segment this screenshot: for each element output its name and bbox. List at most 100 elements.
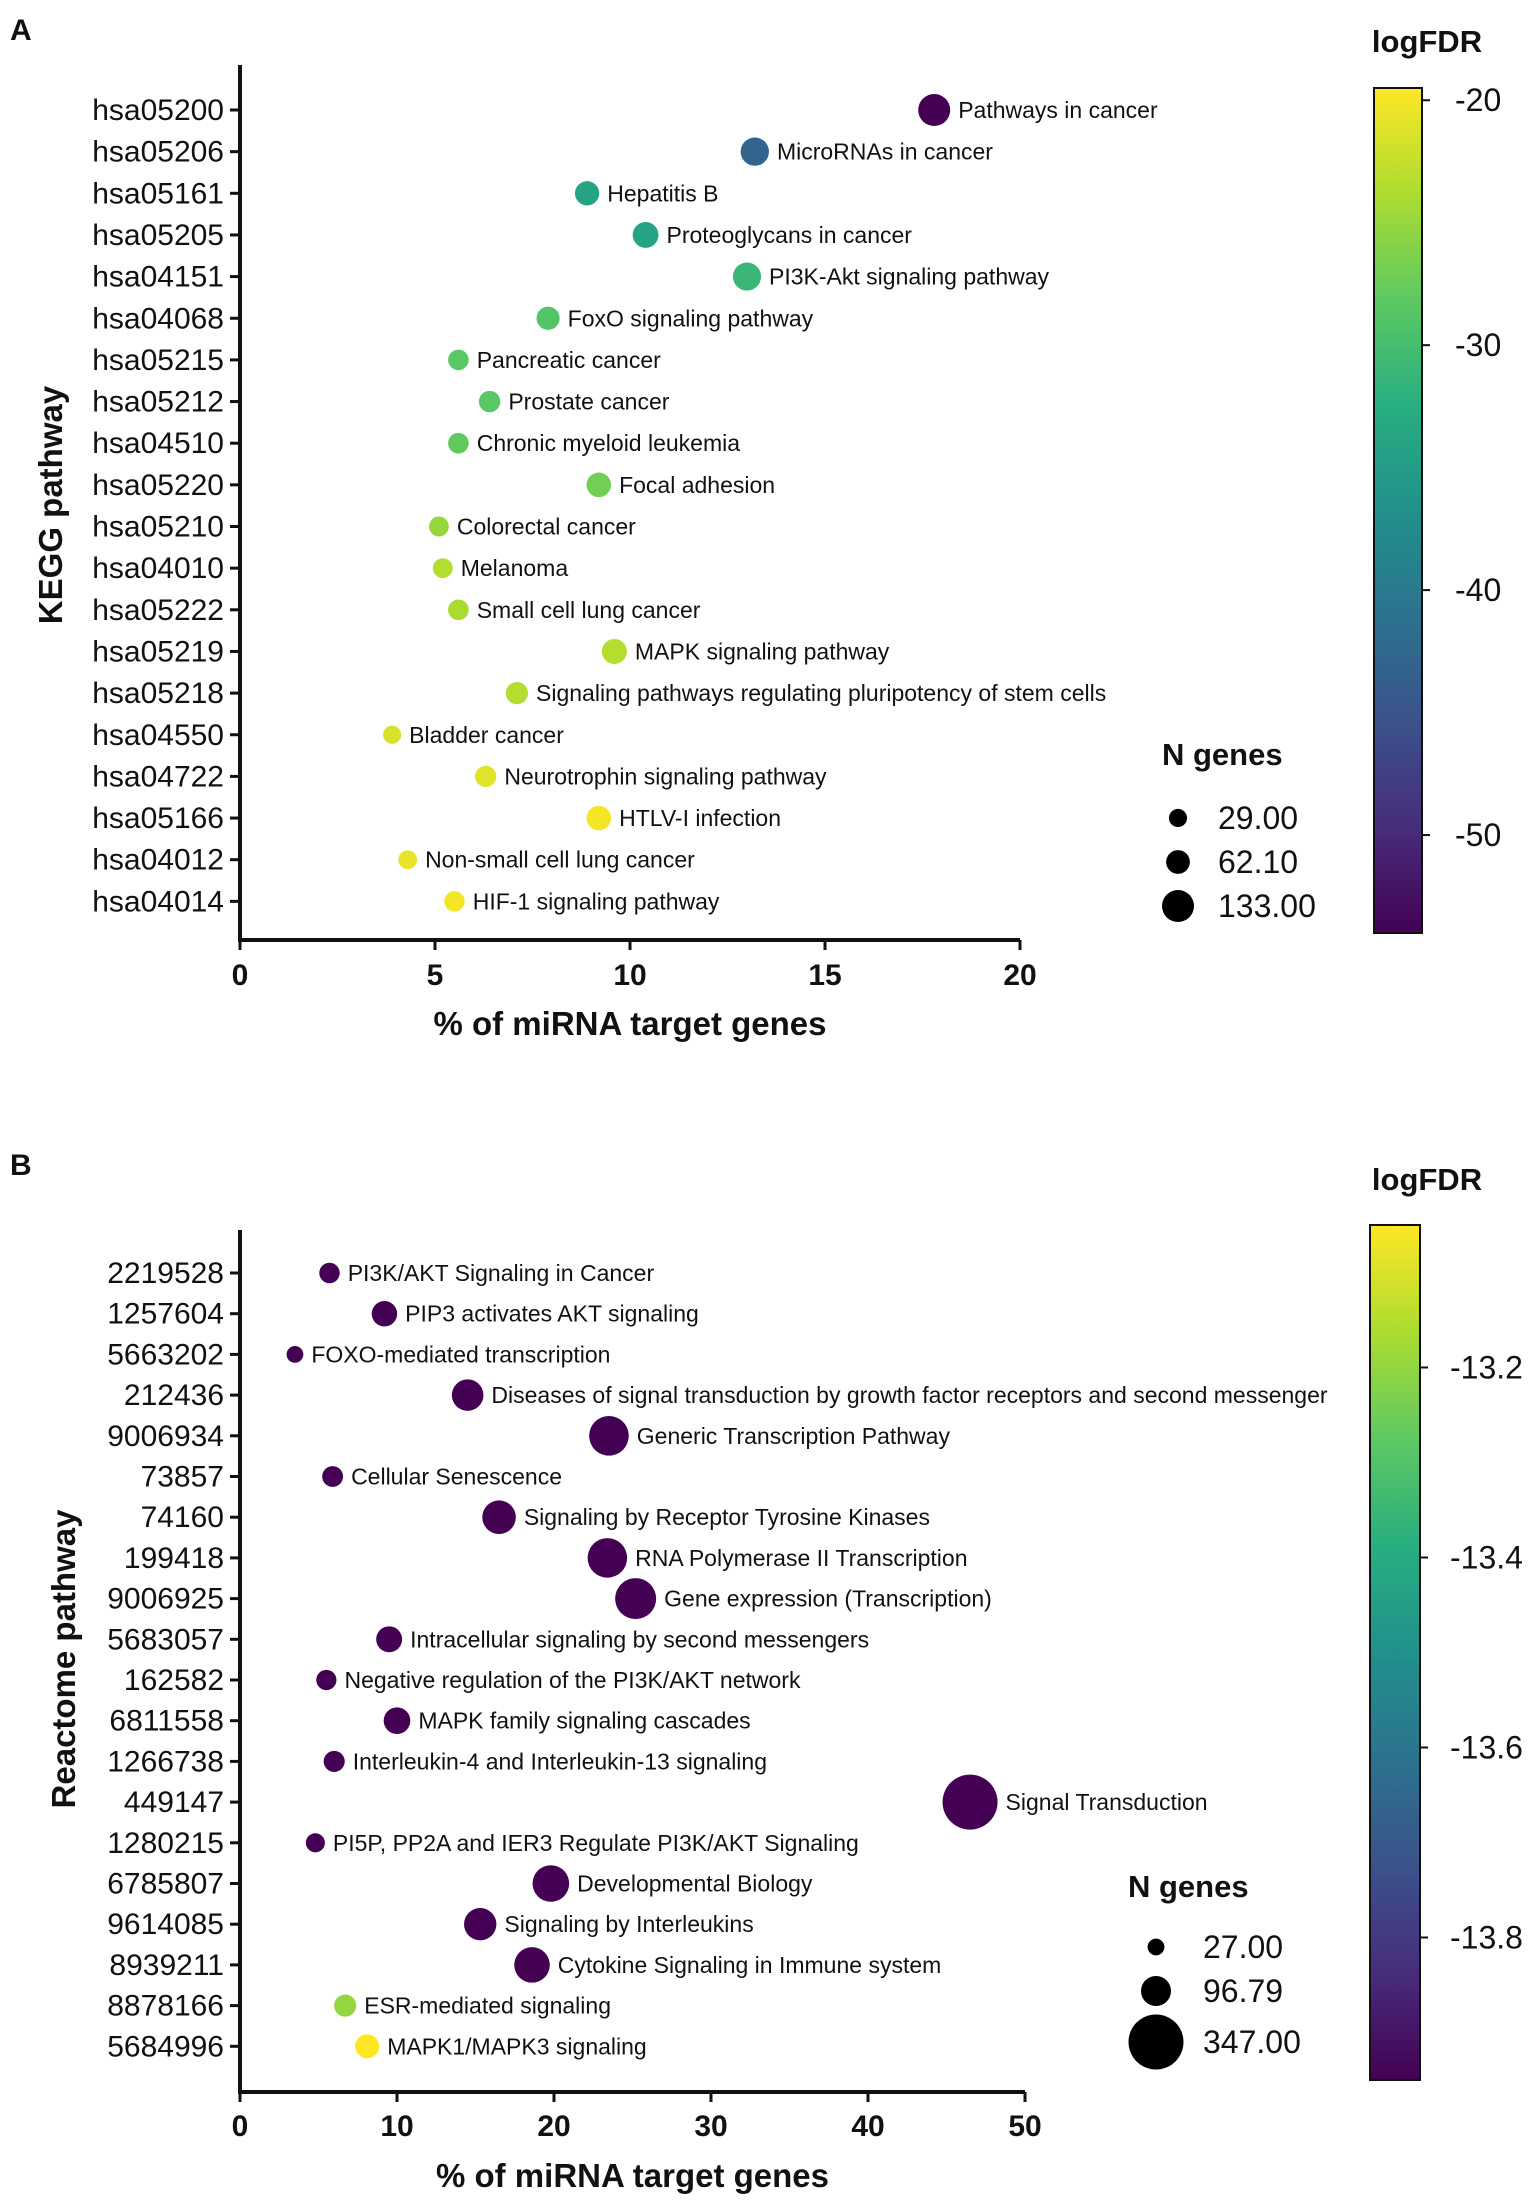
- panel-a-point-label: Melanoma: [461, 555, 569, 581]
- panel-a-colorbar-tick-label: -50: [1455, 817, 1501, 853]
- panel-a-legend-label: 62.10: [1218, 844, 1298, 880]
- panel-b-y-tick-label: 9006925: [107, 1583, 224, 1616]
- panel-b-colorbar-tick-label: -13.6: [1450, 1730, 1523, 1766]
- panel-b-y-tick-label: 5684996: [107, 2030, 224, 2063]
- panel-a-x-tick-label: 0: [232, 959, 249, 992]
- panel-b-point-label: Signaling by Interleukins: [504, 1911, 753, 1937]
- panel-b-colorbar-ticks: -13.2 -13.4 -13.6 -13.8: [1420, 1350, 1523, 1956]
- panel-b-point-73857: [322, 1466, 344, 1487]
- panel-b-legend-dot: [1147, 1938, 1165, 1956]
- panel-b-point-6811558: [383, 1707, 411, 1735]
- panel-a-point-hsa05161: [574, 181, 600, 206]
- panel-a-y-tick-label: hsa05200: [92, 94, 224, 127]
- panel-a-point-label: Proteoglycans in cancer: [666, 222, 912, 248]
- panel-b-colorbar: [1369, 1224, 1421, 2081]
- panel-a-point-label: FoxO signaling pathway: [568, 305, 814, 331]
- panel-b-point-label: ESR-mediated signaling: [364, 1993, 611, 2019]
- panel-b-point-label: MAPK family signaling cascades: [418, 1708, 750, 1734]
- panel-b-legend-label: 347.00: [1203, 2024, 1301, 2060]
- panel-b-colorbar-title: logFDR: [1372, 1162, 1482, 1197]
- panel-b-point-label: Signaling by Receptor Tyrosine Kinases: [524, 1504, 930, 1530]
- panel-a: A hsa05200 hsa05206 hsa05161 hsa05205 hsa041…: [10, 14, 1501, 1042]
- panel-a-y-tick-label: hsa05210: [92, 511, 224, 544]
- panel-a-y-ticks: hsa05200 hsa05206 hsa05161 hsa05205 hsa04151…: [92, 94, 240, 918]
- panel-b-legend-label: 96.79: [1203, 1973, 1283, 2009]
- panel-a-y-tick-label: hsa04510: [92, 427, 224, 460]
- panel-a-point-hsa04014: [444, 891, 465, 912]
- panel-b-point-9006934: [589, 1415, 629, 1456]
- panel-b-size-legend: 27.00 96.79 347.00: [1128, 1929, 1301, 2070]
- panel-b-y-axis-title: Reactome pathway: [45, 1509, 82, 1809]
- panel-a-point-label: Focal adhesion: [619, 472, 775, 498]
- panel-b-point-199418: [587, 1538, 628, 1578]
- panel-a-legend-dot: [1162, 890, 1194, 922]
- panel-b-y-tick-label: 5683057: [107, 1623, 224, 1656]
- panel-a-legend-dot: [1168, 808, 1188, 828]
- panel-a-y-tick-label: hsa05219: [92, 635, 224, 668]
- panel-b-point-1280215: [305, 1833, 325, 1853]
- panel-b-point-5663202: [286, 1346, 304, 1363]
- panel-a-y-tick-label: hsa04550: [92, 719, 224, 752]
- panel-a-x-ticks: 0 5 10 15 20: [232, 940, 1037, 992]
- panel-b-point-9006925: [615, 1578, 657, 1620]
- panel-b-point-label: Developmental Biology: [577, 1871, 813, 1897]
- panel-b-legend-dot: [1128, 2014, 1184, 2070]
- panel-a-point-label: Pathways in cancer: [958, 97, 1158, 123]
- panel-a-point-label: Small cell lung cancer: [477, 597, 701, 623]
- panel-a-y-tick-label: hsa04010: [92, 552, 224, 585]
- panel-a-point-hsa04510: [448, 432, 469, 454]
- panel-b-point-162582: [316, 1669, 337, 1691]
- panel-a-point-label: HIF-1 signaling pathway: [473, 888, 720, 914]
- panel-a-point-label: Signaling pathways regulating pluripoten…: [536, 680, 1106, 706]
- panel-a-point-hsa04550: [383, 725, 402, 744]
- panel-a-x-tick-label: 10: [613, 959, 646, 992]
- panel-b-point-label: Signal Transduction: [1006, 1789, 1208, 1815]
- panel-b-y-tick-label: 5663202: [107, 1338, 224, 1371]
- panel-a-point-label: Bladder cancer: [409, 722, 564, 748]
- panel-a-point-hsa05212: [478, 390, 501, 413]
- panel-a-point-label: Non-small cell lung cancer: [425, 847, 695, 873]
- panel-b-point-label: PI5P, PP2A and IER3 Regulate PI3K/AKT Si…: [333, 1830, 859, 1856]
- panel-letter-a: A: [10, 14, 32, 47]
- panel-a-y-tick-label: hsa05218: [92, 677, 224, 710]
- panel-a-y-tick-label: hsa05222: [92, 594, 224, 627]
- panel-a-point-hsa05166: [586, 805, 612, 831]
- panel-b-x-tick-label: 20: [537, 2110, 570, 2143]
- panel-a-point-hsa05220: [586, 472, 612, 498]
- panel-b-x-tick-label: 30: [694, 2110, 727, 2143]
- panel-b-point-8878166: [334, 1994, 357, 2017]
- panel-b-y-ticks: 2219528 1257604 5663202 212436 9006934 73857 7…: [107, 1257, 240, 2063]
- panel-b-point-label: PIP3 activates AKT signaling: [405, 1301, 699, 1327]
- panel-b-y-tick-label: 9614085: [107, 1908, 224, 1941]
- panel-a-colorbar-tick-label: -40: [1455, 572, 1501, 608]
- panel-b-point-8939211: [514, 1947, 550, 1983]
- panel-b-x-tick-label: 0: [232, 2110, 249, 2143]
- panel-a-point-label: Chronic myeloid leukemia: [477, 430, 741, 456]
- panel-a-axes: [238, 65, 1020, 942]
- panel-b-size-legend-title: N genes: [1128, 1869, 1249, 1904]
- panel-b-point-label: Intracellular signaling by second messen…: [410, 1626, 869, 1652]
- panel-b-point-5683057: [376, 1626, 403, 1653]
- panel-b-y-tick-label: 2219528: [107, 1257, 224, 1290]
- panel-a-point-hsa05222: [448, 599, 469, 621]
- panel-a-point-hsa05206: [740, 137, 769, 166]
- panel-a-colorbar-title: logFDR: [1372, 24, 1482, 59]
- panel-a-y-tick-label: hsa04014: [92, 885, 224, 918]
- panel-a-point-hsa05218: [505, 681, 529, 705]
- panel-b-point-1257604: [371, 1300, 398, 1327]
- panel-b-colorbar-tick-label: -13.2: [1450, 1350, 1523, 1386]
- panel-b-y-tick-label: 1266738: [107, 1745, 224, 1778]
- panel-b-x-axis-title: % of miRNA target genes: [436, 2157, 829, 2194]
- panel-a-y-axis-title: KEGG pathway: [32, 385, 69, 624]
- panel-a-point-hsa04068: [536, 306, 560, 330]
- panel-a-colorbar-tick-label: -30: [1455, 327, 1501, 363]
- panel-a-y-tick-label: hsa05161: [92, 177, 224, 210]
- panel-a-y-tick-label: hsa04068: [92, 302, 224, 335]
- panel-a-x-tick-label: 20: [1003, 959, 1036, 992]
- panel-b-x-tick-label: 40: [851, 2110, 884, 2143]
- panel-b-point-label: Negative regulation of the PI3K/AKT netw…: [344, 1667, 801, 1693]
- panel-b-y-tick-label: 6811558: [109, 1705, 224, 1738]
- panel-a-point-hsa04722: [475, 765, 497, 788]
- panel-a-y-tick-label: hsa04722: [92, 760, 224, 793]
